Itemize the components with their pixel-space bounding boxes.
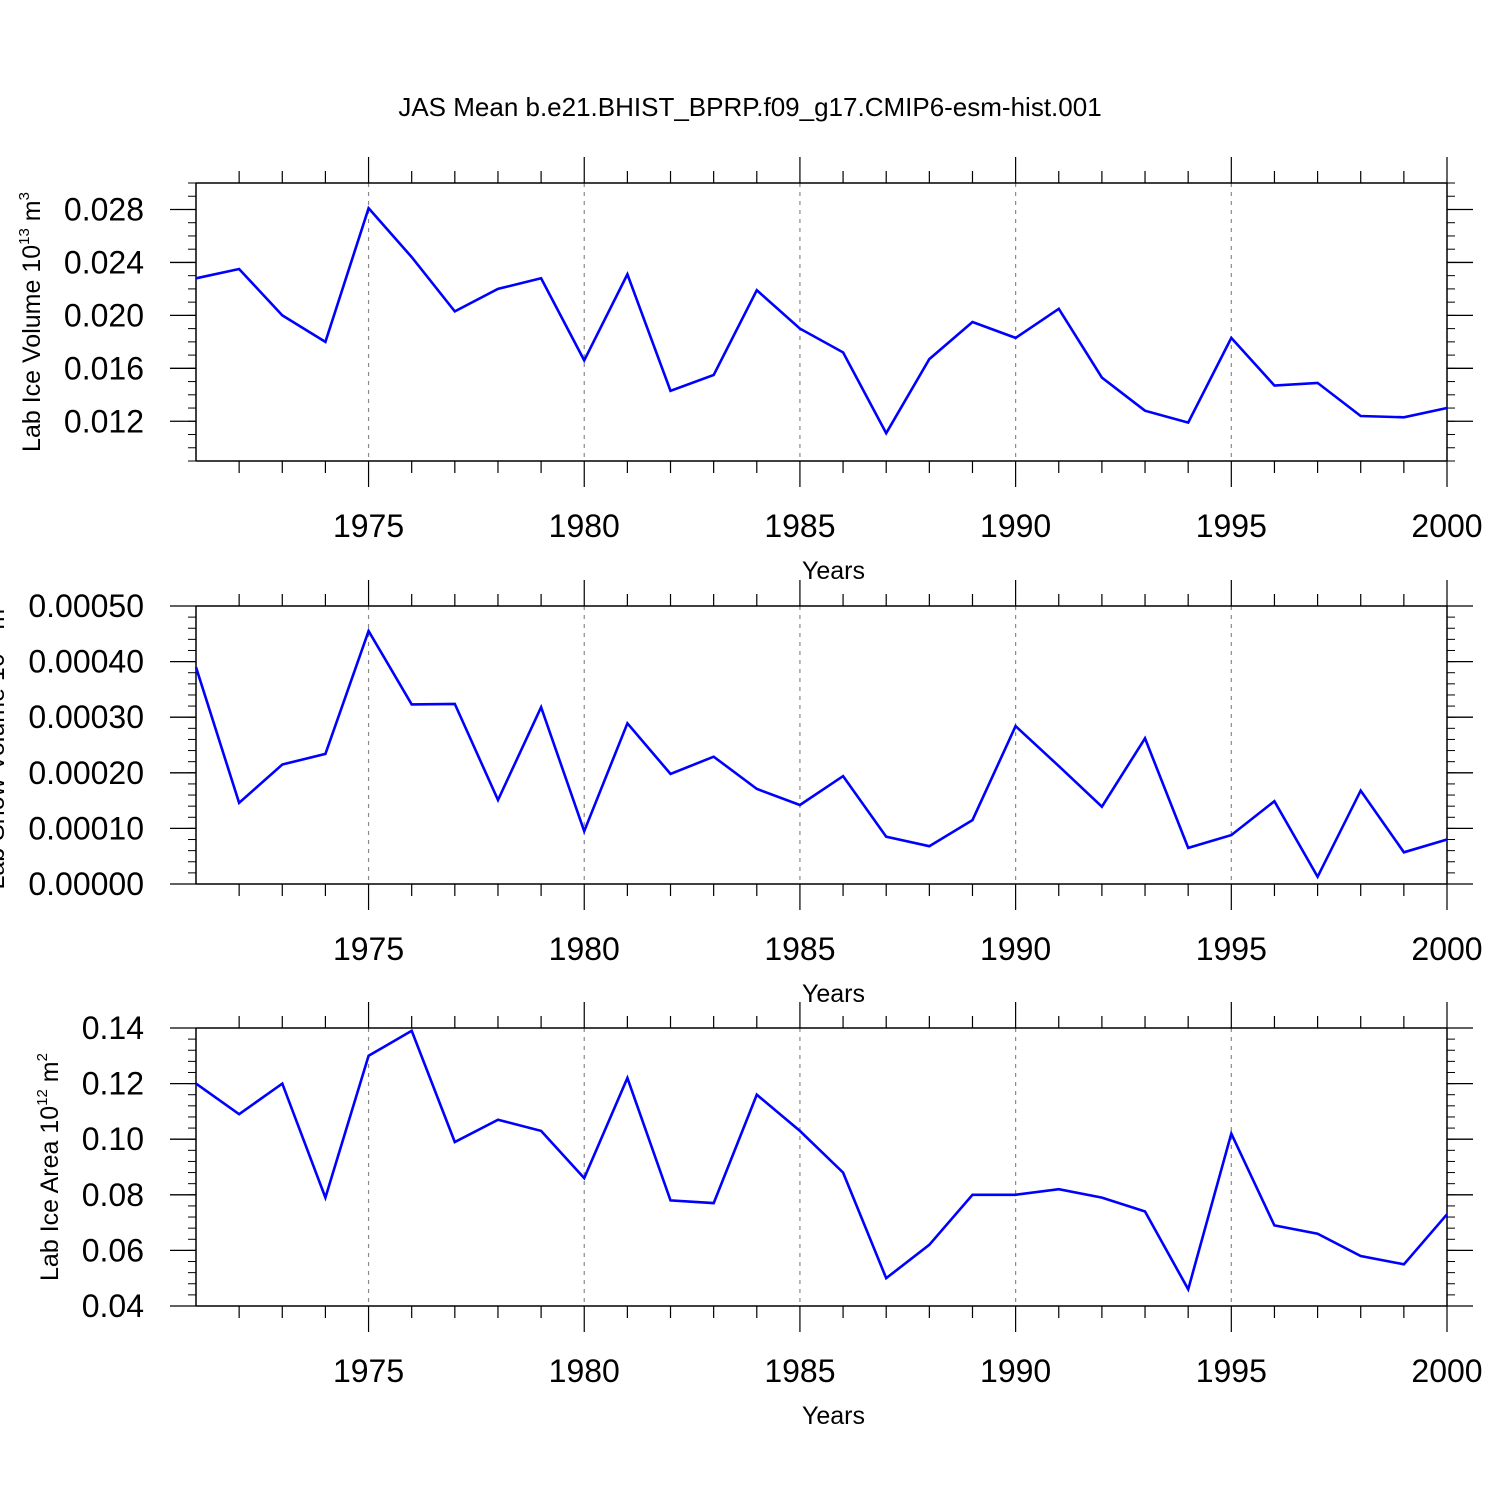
x-tick-label: 1995 bbox=[1196, 1353, 1267, 1389]
y-tick-label: 0.08 bbox=[82, 1177, 144, 1213]
y-tick-label: 0.00030 bbox=[28, 699, 144, 735]
x-tick-label: 2000 bbox=[1411, 931, 1482, 967]
y-tick-label: 0.00020 bbox=[28, 755, 144, 791]
y-tick-label: 0.00050 bbox=[28, 588, 144, 624]
y-tick-label: 0.00010 bbox=[28, 810, 144, 846]
series-line bbox=[196, 631, 1447, 877]
y-axis-title-superscript: 12 bbox=[34, 1089, 51, 1106]
y-tick-label: 0.04 bbox=[82, 1288, 144, 1324]
y-axis-title: Lab Snow Volume 1013 m3 bbox=[0, 600, 10, 889]
panel-2: 1975 1980 1985 1990 1995 2000 0.00000 0.00010 0.… bbox=[0, 580, 1483, 1008]
x-tick-label: 2000 bbox=[1411, 508, 1482, 544]
y-tick-label: 0.020 bbox=[64, 297, 144, 333]
y-tick-label: 0.00000 bbox=[28, 866, 144, 902]
y-axis-title-superscript: 3 bbox=[16, 192, 33, 200]
y-tick-label: 0.024 bbox=[64, 244, 144, 280]
x-axis-title: Years bbox=[802, 557, 865, 585]
x-tick-label: 1985 bbox=[764, 508, 835, 544]
x-tick-label: 1975 bbox=[333, 1353, 404, 1389]
x-tick-label: 1995 bbox=[1196, 931, 1267, 967]
y-axis-title: Lab Ice Volume 1013 m3 bbox=[16, 192, 46, 452]
x-tick-label: 1990 bbox=[980, 508, 1051, 544]
x-tick-label: 1980 bbox=[549, 1353, 620, 1389]
series-line bbox=[196, 208, 1447, 433]
y-axis-title-text: m bbox=[36, 1061, 64, 1089]
y-tick-label: 0.028 bbox=[64, 191, 144, 227]
y-tick-label: 0.10 bbox=[82, 1121, 144, 1157]
series-line bbox=[196, 1031, 1447, 1290]
x-tick-label: 1975 bbox=[333, 508, 404, 544]
x-tick-label: 1990 bbox=[980, 931, 1051, 967]
x-axis-title: Years bbox=[802, 1402, 865, 1430]
x-tick-label: 1980 bbox=[549, 931, 620, 967]
y-axis-title: Lab Ice Area 1012 m2 bbox=[34, 1053, 64, 1281]
panel-3: 1975 1980 1985 1990 1995 2000 0.04 0.06 0.08 0.10… bbox=[34, 1002, 1483, 1430]
y-axis-title-text: Lab Ice Volume 10 bbox=[18, 245, 46, 452]
y-axis-title-text: Lab Snow Volume 10 bbox=[0, 653, 10, 889]
y-tick-label: 0.14 bbox=[82, 1010, 144, 1046]
x-tick-label: 1975 bbox=[333, 931, 404, 967]
x-tick-label: 1990 bbox=[980, 1353, 1051, 1389]
chart-title: JAS Mean b.e21.BHIST_BPRP.f09_g17.CMIP6-… bbox=[0, 92, 1500, 123]
y-tick-label: 0.00040 bbox=[28, 644, 144, 680]
x-tick-label: 1980 bbox=[549, 508, 620, 544]
y-axis-title-superscript: 13 bbox=[16, 228, 33, 245]
panel-1: 1975 1980 1985 1990 1995 2000 0.012 0.016 0.020 0… bbox=[16, 157, 1483, 585]
y-tick-label: 0.06 bbox=[82, 1232, 144, 1268]
y-axis-title-text: m bbox=[0, 609, 10, 637]
x-axis-title: Years bbox=[802, 980, 865, 1008]
y-axis-title-text: m bbox=[18, 200, 46, 228]
x-tick-label: 1985 bbox=[764, 1353, 835, 1389]
y-tick-label: 0.12 bbox=[82, 1066, 144, 1102]
y-axis-title-superscript: 2 bbox=[34, 1053, 51, 1061]
y-tick-label: 0.012 bbox=[64, 403, 144, 439]
x-tick-label: 1985 bbox=[764, 931, 835, 967]
y-tick-label: 0.016 bbox=[64, 350, 144, 386]
x-tick-label: 2000 bbox=[1411, 1353, 1482, 1389]
x-tick-label: 1995 bbox=[1196, 508, 1267, 544]
y-axis-title-text: Lab Ice Area 10 bbox=[36, 1106, 64, 1281]
